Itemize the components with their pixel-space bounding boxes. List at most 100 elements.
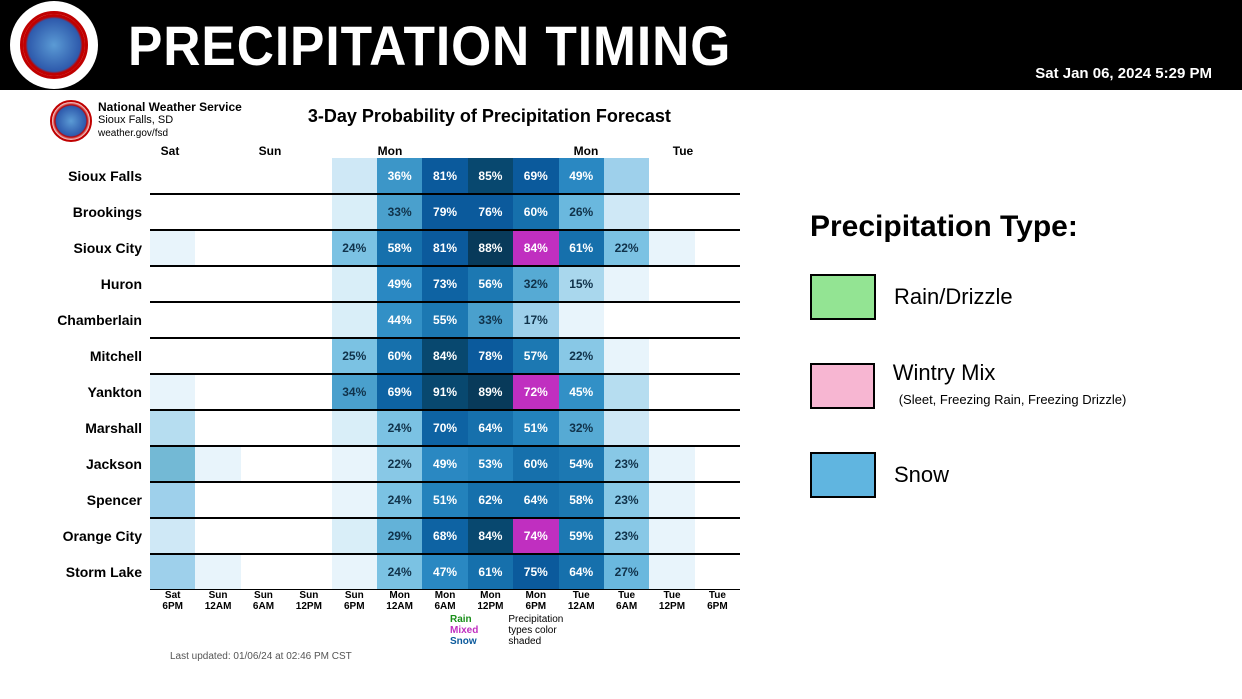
heatmap-cell <box>195 519 240 553</box>
heatmap-cell: 91% <box>422 375 467 409</box>
city-label: Jackson <box>30 446 150 482</box>
heatmap-cell <box>241 375 286 409</box>
heatmap-cell: 49% <box>377 267 422 301</box>
heatmap-cell: 29% <box>377 519 422 553</box>
heatmap-cell <box>286 411 331 445</box>
heatmap-cell: 74% <box>513 519 558 553</box>
heatmap-cell <box>649 195 694 229</box>
heatmap-cell: 24% <box>377 483 422 517</box>
page-title: PRECIPITATION TIMING <box>128 13 731 78</box>
heatmap-cell: 17% <box>513 303 558 337</box>
heatmap-cell: 58% <box>559 483 604 517</box>
heatmap-cell <box>649 411 694 445</box>
heatmap-cell: 79% <box>422 195 467 229</box>
heatmap-cell: 60% <box>377 339 422 373</box>
heatmap-cell <box>286 555 331 589</box>
time-axis-label: Tue6PM <box>695 590 740 612</box>
heatmap-cell: 73% <box>422 267 467 301</box>
heatmap-cell: 72% <box>513 375 558 409</box>
heatmap-cell: 64% <box>513 483 558 517</box>
heatmap-cell <box>241 519 286 553</box>
heatmap-cell <box>150 267 195 301</box>
chart-time-axis: Sat6PMSun12AMSun6AMSun12PMSun6PMMon12AMM… <box>150 590 740 612</box>
heatmap-cell: 56% <box>468 267 513 301</box>
heatmap-cell <box>604 158 649 193</box>
top-day-label: Mon <box>546 144 626 158</box>
heatmap-cell <box>195 447 240 481</box>
heatmap-cell <box>695 375 740 409</box>
heatmap-cell: 33% <box>377 195 422 229</box>
heatmap-cell <box>286 339 331 373</box>
heatmap-cell: 45% <box>559 375 604 409</box>
heatmap-cell <box>332 519 377 553</box>
heatmap-cell <box>604 303 649 337</box>
heatmap-cell: 32% <box>559 411 604 445</box>
heatmap-cell <box>649 231 694 265</box>
heatmap-cell <box>195 375 240 409</box>
page-header: PRECIPITATION TIMING Sat Jan 06, 2024 5:… <box>0 0 1242 90</box>
legend-label: Snow <box>894 462 949 488</box>
heatmap-cell <box>286 267 331 301</box>
heatmap-cell <box>332 411 377 445</box>
heatmap-cell: 24% <box>377 411 422 445</box>
time-axis-label: Sat6PM <box>150 590 195 612</box>
heatmap-cell <box>286 483 331 517</box>
heatmap-cell <box>286 303 331 337</box>
heatmap-cell <box>150 303 195 337</box>
heatmap-cell <box>195 303 240 337</box>
top-day-label: Tue <box>626 144 740 158</box>
heatmap-cell: 81% <box>422 231 467 265</box>
heatmap-cell: 23% <box>604 519 649 553</box>
city-label: Yankton <box>30 374 150 410</box>
heatmap-cell: 44% <box>377 303 422 337</box>
heatmap-cell: 25% <box>332 339 377 373</box>
heatmap-cell: 49% <box>422 447 467 481</box>
heatmap-cell: 69% <box>377 375 422 409</box>
heatmap-cell: 89% <box>468 375 513 409</box>
heatmap-cell: 22% <box>377 447 422 481</box>
heatmap-cell <box>332 303 377 337</box>
heatmap-cell <box>695 339 740 373</box>
legend-item: Rain/Drizzle <box>810 274 1222 320</box>
chart-location: Sioux Falls, SD <box>98 114 242 127</box>
heatmap-cell <box>649 158 694 193</box>
heatmap-cell: 75% <box>513 555 558 589</box>
chart-org: National Weather Service <box>98 100 242 114</box>
heatmap-cell: 47% <box>422 555 467 589</box>
city-label: Mitchell <box>30 338 150 374</box>
heatmap-cell <box>241 231 286 265</box>
heatmap-cell <box>150 519 195 553</box>
heatmap-cell <box>241 339 286 373</box>
heatmap-cell <box>195 483 240 517</box>
legend-swatch <box>810 363 875 409</box>
chart-last-updated: Last updated: 01/06/24 at 02:46 PM CST <box>170 651 740 662</box>
city-label: Chamberlain <box>30 302 150 338</box>
legend-panel: Precipitation Type: Rain/DrizzleWintry M… <box>740 100 1222 662</box>
heatmap-cell: 22% <box>559 339 604 373</box>
heatmap-cell <box>241 195 286 229</box>
heatmap-cell <box>332 195 377 229</box>
precip-type-words: Rain Mixed Snow <box>450 614 478 647</box>
legend-item: Wintry Mix(Sleet, Freezing Rain, Freezin… <box>810 360 1222 412</box>
heatmap-cell <box>649 519 694 553</box>
heatmap-cell: 24% <box>377 555 422 589</box>
heatmap-cell <box>604 339 649 373</box>
heatmap-cell <box>241 447 286 481</box>
heatmap-cell <box>241 483 286 517</box>
heatmap-cell: 59% <box>559 519 604 553</box>
top-day-label: Sat <box>150 144 190 158</box>
heatmap-cell <box>649 447 694 481</box>
top-day-label: Mon <box>350 144 430 158</box>
heatmap-cell: 85% <box>468 158 513 193</box>
heatmap-cell: 24% <box>332 231 377 265</box>
heatmap-cell <box>695 447 740 481</box>
time-axis-label: Sun6AM <box>241 590 286 612</box>
city-label: Sioux Falls <box>30 158 150 194</box>
heatmap-cell <box>649 267 694 301</box>
heatmap-cell <box>195 231 240 265</box>
chart-url: weather.gov/fsd <box>98 128 242 140</box>
heatmap-cell <box>695 411 740 445</box>
heatmap-cell: 22% <box>604 231 649 265</box>
heatmap-cell: 64% <box>559 555 604 589</box>
heatmap-cell <box>286 231 331 265</box>
